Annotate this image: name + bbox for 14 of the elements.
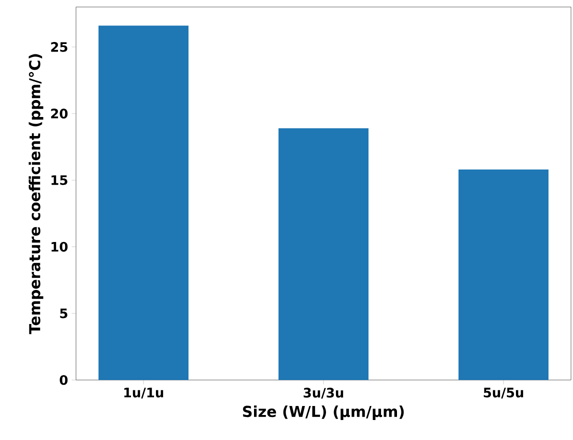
y-tick-label: 20 bbox=[51, 108, 68, 118]
x-tick-label: 3u/3u bbox=[304, 388, 344, 399]
bar bbox=[458, 170, 549, 380]
x-tick-label: 5u/5u bbox=[484, 388, 524, 398]
x-tick-label: 1u/1u bbox=[124, 388, 164, 398]
x-axis-title: Size (W/L) (µm/µm) bbox=[243, 406, 404, 420]
y-tick-label: 25 bbox=[51, 42, 68, 52]
y-tick-label: 0 bbox=[60, 375, 68, 385]
y-tick-label: 15 bbox=[52, 175, 68, 186]
y-tick-label: 10 bbox=[52, 242, 68, 252]
bar bbox=[278, 128, 369, 380]
bar bbox=[98, 26, 188, 380]
y-axis-title: Temperature coefficient (ppm/°C) bbox=[28, 54, 44, 334]
y-tick-label: 5 bbox=[60, 308, 68, 318]
